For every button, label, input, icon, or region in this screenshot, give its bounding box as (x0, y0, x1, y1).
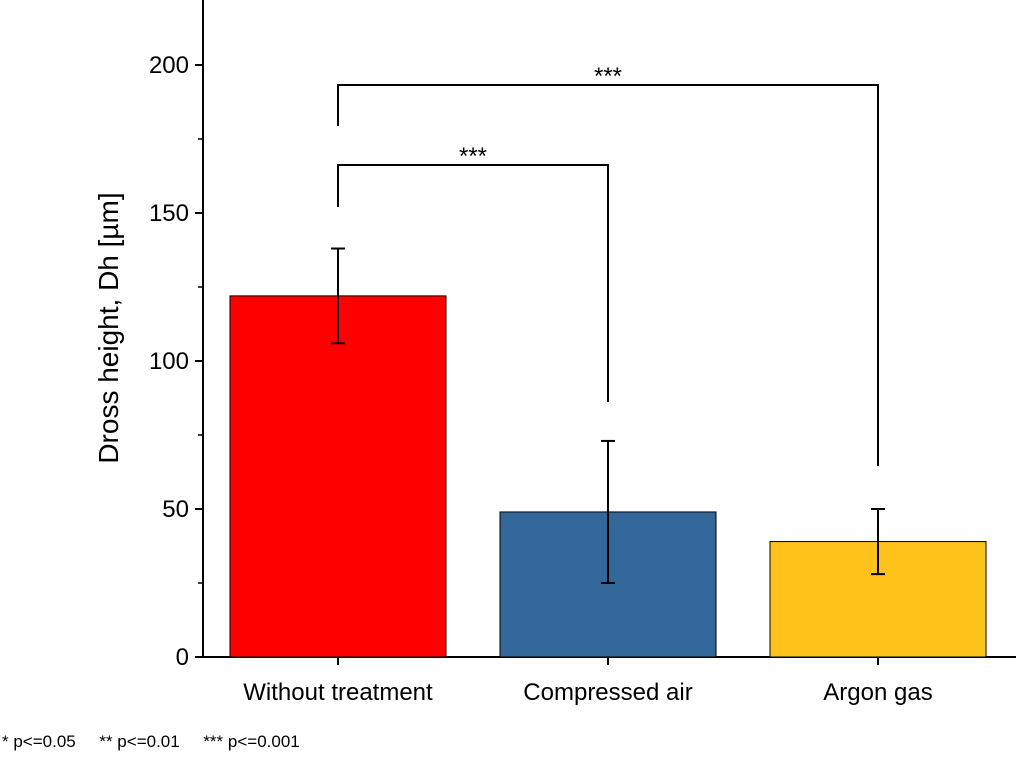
y-tick-label: 100 (149, 348, 189, 375)
x-tick-label: Without treatment (243, 679, 433, 706)
significance-bracket (337, 164, 609, 402)
significance-footnote: * p<=0.05 ** p<=0.01 *** p<=0.001 (2, 732, 300, 751)
significance-bracket (337, 84, 879, 466)
x-tick-label: Argon gas (823, 679, 932, 706)
axes: 0 50 100 150 200 Without treatment Compressed … (149, 0, 1016, 706)
y-tick-label: 200 (149, 52, 189, 79)
y-tick-label: 50 (162, 496, 189, 523)
x-tick-label: Compressed air (523, 679, 692, 706)
bars (229, 247, 987, 658)
significance-label: *** (459, 143, 487, 170)
bar (229, 295, 447, 658)
significance-label: *** (594, 63, 622, 90)
y-tick-label: 150 (149, 200, 189, 227)
y-axis-title: Dross height, Dh [µm] (93, 192, 124, 463)
significance-brackets: *** *** (337, 63, 879, 466)
y-tick-label: 0 (176, 644, 189, 671)
